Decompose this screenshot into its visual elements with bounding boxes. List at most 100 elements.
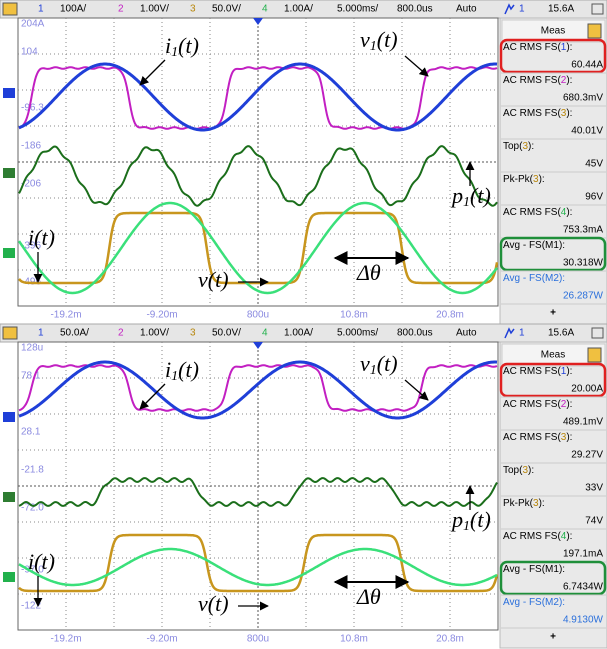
meas-value: 74V xyxy=(585,516,603,527)
meas-label-post: ): xyxy=(559,564,565,575)
meas-label-post: ): xyxy=(566,108,572,119)
meas-title: Meas xyxy=(541,350,565,361)
channel-number: 2 xyxy=(118,4,124,15)
annotation: v1(t) xyxy=(360,351,398,378)
meas-label-post: ): xyxy=(539,174,545,185)
meas-label-post: ): xyxy=(559,240,565,251)
meas-icon xyxy=(588,348,601,362)
trigger-source: 1 xyxy=(519,4,525,15)
meas-label-post: ): xyxy=(566,75,572,86)
meas-label-pre: AC RMS FS( xyxy=(503,432,561,443)
annotation-sub: 1 xyxy=(463,195,470,210)
time-label: 10.8m xyxy=(340,310,368,321)
meas-label-pre: Avg - FS( xyxy=(503,273,546,284)
meas-add[interactable]: + xyxy=(550,308,556,319)
meas-label-pre: Avg - FS( xyxy=(503,240,546,251)
annotation-arg: (t) xyxy=(208,267,229,292)
trigger-mode: Auto xyxy=(456,328,477,339)
delta-theta: Δθ xyxy=(356,584,381,609)
meas-add[interactable]: + xyxy=(550,632,556,643)
meas-label-pre: AC RMS FS( xyxy=(503,75,561,86)
annotation: i(t) xyxy=(28,549,55,574)
channel-scale: 1.00V/ xyxy=(140,328,169,339)
meas-label: Top(3): xyxy=(503,141,534,152)
annotation-base: v xyxy=(360,27,370,52)
meas-label-post: ): xyxy=(539,498,545,509)
meas-value: 753.3mA xyxy=(563,225,603,236)
meas-value: 6.7434W xyxy=(563,582,604,593)
meas-value: 45V xyxy=(585,159,603,170)
meas-value: 96V xyxy=(585,192,603,203)
scale-label: -186 xyxy=(21,141,41,152)
annotation: p1(t) xyxy=(450,507,491,534)
annotation: v1(t) xyxy=(360,27,398,54)
annotation-sub: 1 xyxy=(463,519,470,534)
channel-scale: 50.0A/ xyxy=(60,328,89,339)
scale-label: 128u xyxy=(21,343,43,354)
meas-label-post: ): xyxy=(559,273,565,284)
scale-label: 28.1 xyxy=(21,427,41,438)
annotation: v(t) xyxy=(198,591,229,616)
scale-label: 204A xyxy=(21,19,45,30)
channel-scale: 1.00V/ xyxy=(140,4,169,15)
meas-label: Avg - FS(M2): xyxy=(503,597,565,608)
meas-label-pre: Avg - FS( xyxy=(503,564,546,575)
annotation-arg: (t) xyxy=(178,357,199,382)
delta-theta: Δθ xyxy=(356,260,381,285)
annotation-arg: (t) xyxy=(34,549,55,574)
annotation-arg: (t) xyxy=(178,33,199,58)
time-label: 20.8m xyxy=(436,634,464,645)
meas-label-post: ): xyxy=(566,42,572,53)
meas-label: Avg - FS(M2): xyxy=(503,273,565,284)
meas-label-ch: M2 xyxy=(545,273,559,284)
channel-number: 2 xyxy=(118,328,124,339)
channel-scale: 1.00A/ xyxy=(284,328,313,339)
meas-label-post: ): xyxy=(528,465,534,476)
meas-label-pre: AC RMS FS( xyxy=(503,366,561,377)
meas-label: AC RMS FS(1): xyxy=(503,366,572,377)
meas-label-post: ): xyxy=(566,207,572,218)
meas-value: 680.3mV xyxy=(563,93,603,104)
annotation: i(t) xyxy=(28,225,55,250)
meas-label: AC RMS FS(2): xyxy=(503,75,572,86)
annotation-arg: (t) xyxy=(377,351,398,376)
annotation-sub: 1 xyxy=(171,369,178,384)
meas-label-post: ): xyxy=(566,399,572,410)
time-label: -9.20m xyxy=(146,634,177,645)
time-label: 800u xyxy=(247,310,269,321)
meas-label-ch: M2 xyxy=(545,597,559,608)
meas-value: 33V xyxy=(585,483,603,494)
meas-label-pre: AC RMS FS( xyxy=(503,108,561,119)
meas-label: Pk-Pk(3): xyxy=(503,498,545,509)
meas-label: AC RMS FS(4): xyxy=(503,207,572,218)
delay: 800.0us xyxy=(397,328,433,339)
meas-label-post: ): xyxy=(528,141,534,152)
meas-label: AC RMS FS(1): xyxy=(503,42,572,53)
annotation: v(t) xyxy=(198,267,229,292)
channel-scale: 1.00A/ xyxy=(284,4,313,15)
annotation: p1(t) xyxy=(450,183,491,210)
delay: 800.0us xyxy=(397,4,433,15)
channel-number: 3 xyxy=(190,4,196,15)
timebase: 5.000ms/ xyxy=(337,328,378,339)
trigger-level: 15.6A xyxy=(548,328,574,339)
trigger-level: 15.6A xyxy=(548,4,574,15)
channel-marker xyxy=(3,88,15,98)
annotation: i1(t) xyxy=(165,357,199,384)
meas-icon xyxy=(588,24,601,38)
time-label: 10.8m xyxy=(340,634,368,645)
meas-label: Pk-Pk(3): xyxy=(503,174,545,185)
meas-label-ch: M1 xyxy=(545,564,559,575)
meas-label: AC RMS FS(3): xyxy=(503,108,572,119)
annotation-base: v xyxy=(198,591,208,616)
meas-label-pre: AC RMS FS( xyxy=(503,42,561,53)
channel-number: 1 xyxy=(38,4,44,15)
meas-value: 29.27V xyxy=(571,450,603,461)
timebase: 5.000ms/ xyxy=(337,4,378,15)
time-label: -19.2m xyxy=(50,310,81,321)
annotation-sub: 1 xyxy=(370,39,377,54)
time-label: -19.2m xyxy=(50,634,81,645)
scale-label: -21.8 xyxy=(21,465,44,476)
channel-scale: 50.0V/ xyxy=(212,328,241,339)
annotation-arg: (t) xyxy=(470,507,491,532)
